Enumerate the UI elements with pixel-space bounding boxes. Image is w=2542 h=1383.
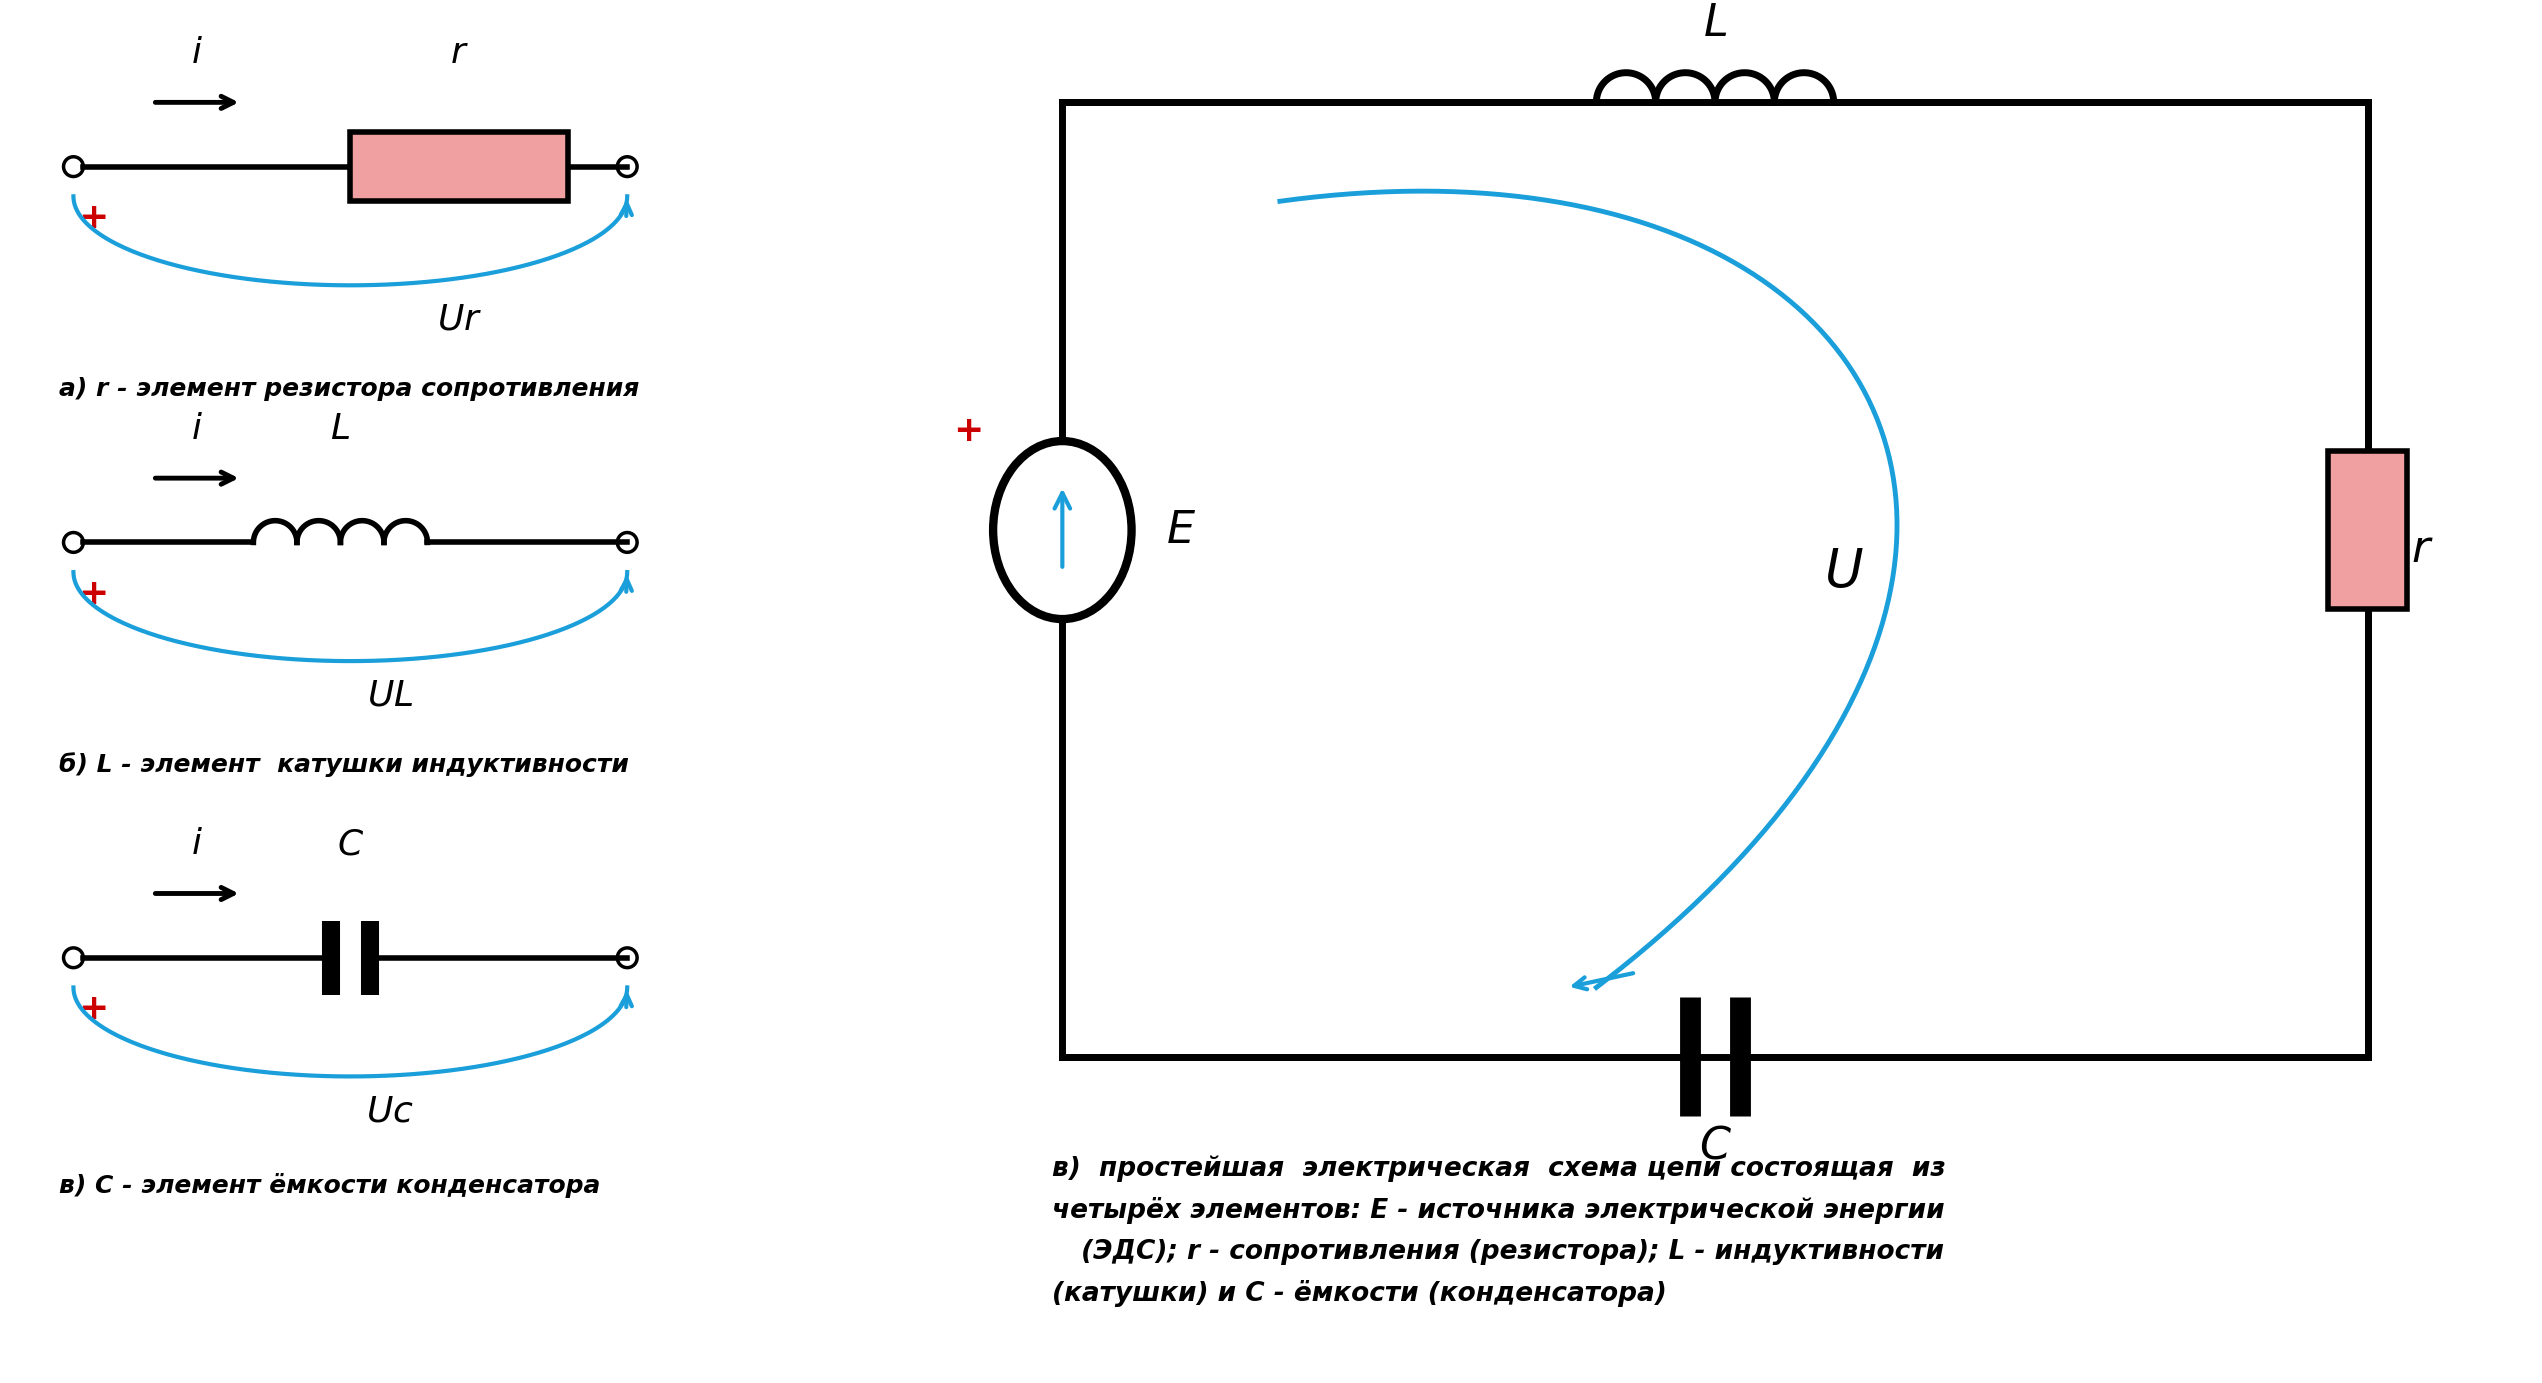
- Text: +: +: [79, 201, 109, 235]
- Text: $L$: $L$: [1703, 1, 1726, 44]
- Bar: [351, 131, 567, 202]
- Text: $C$: $C$: [336, 827, 364, 862]
- Text: (катушки) и C - ёмкости (конденсатора): (катушки) и C - ёмкости (конденсатора): [1052, 1281, 1668, 1307]
- Text: +: +: [79, 577, 109, 611]
- Text: б) L - элемент  катушки индуктивности: б) L - элемент катушки индуктивности: [58, 752, 628, 777]
- Text: $i$: $i$: [191, 412, 203, 445]
- Text: $E$: $E$: [1167, 509, 1197, 552]
- Text: +: +: [953, 414, 984, 448]
- Text: $r$: $r$: [450, 36, 468, 71]
- Text: +: +: [79, 992, 109, 1026]
- Text: в)  простейшая  электрическая  схема цепи состоящая  из: в) простейшая электрическая схема цепи с…: [1052, 1156, 1947, 1182]
- Text: (ЭДС); r - сопротивления (резистора); L - индуктивности: (ЭДС); r - сопротивления (резистора); L …: [1073, 1239, 1945, 1264]
- Text: $C$: $C$: [1698, 1124, 1731, 1167]
- Text: $i$: $i$: [191, 36, 203, 71]
- Text: $i$: $i$: [191, 827, 203, 862]
- Ellipse shape: [994, 441, 1131, 620]
- Text: четырёх элементов: Е - источника электрической энергии: четырёх элементов: Е - источника электри…: [1052, 1198, 1945, 1224]
- Bar: [2328, 451, 2407, 609]
- Text: в) C - элемент ёмкости конденсатора: в) C - элемент ёмкости конденсатора: [58, 1173, 600, 1198]
- Text: $L$: $L$: [330, 412, 351, 445]
- Text: $U$: $U$: [1823, 546, 1863, 597]
- Text: $Ur$: $Ur$: [437, 303, 480, 337]
- Text: $Uc$: $Uc$: [366, 1094, 414, 1129]
- Text: $UL$: $UL$: [366, 679, 414, 712]
- Text: $r$: $r$: [2410, 528, 2433, 571]
- Text: а) r - элемент резистора сопротивления: а) r - элемент резистора сопротивления: [58, 378, 638, 401]
